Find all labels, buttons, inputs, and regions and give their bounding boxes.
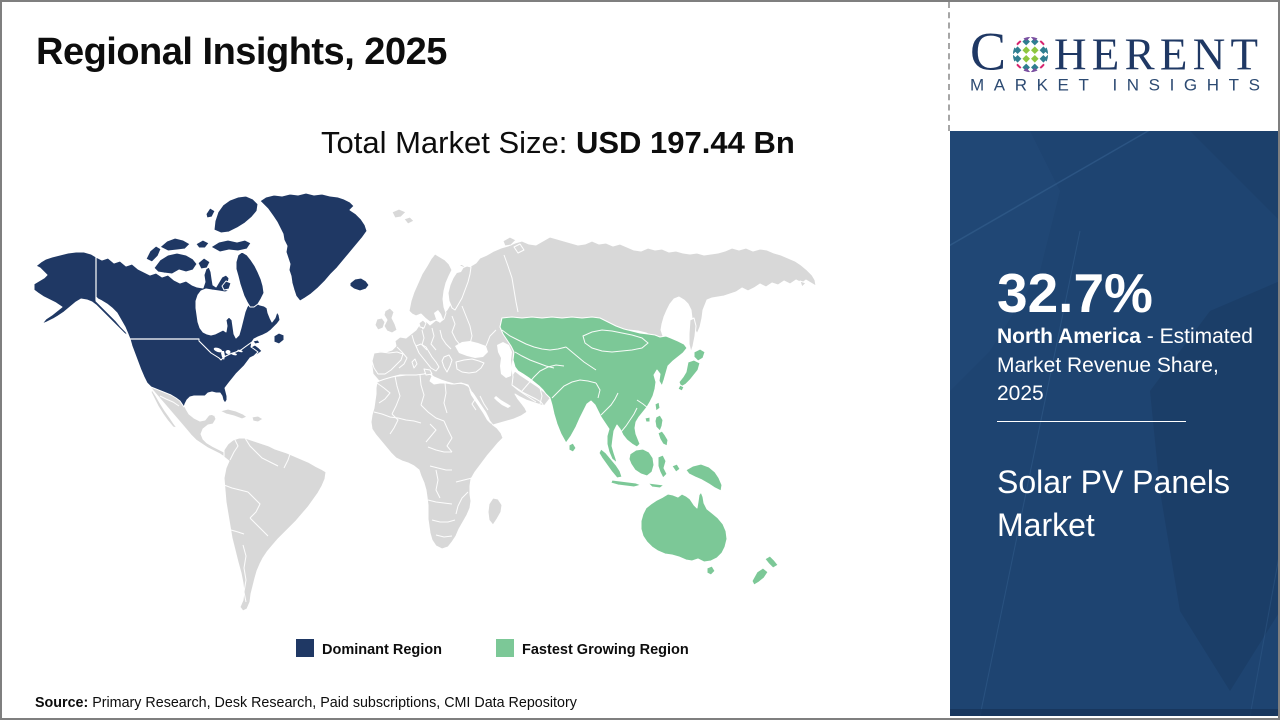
svg-text:MARKET INSIGHTS: MARKET INSIGHTS — [970, 76, 1260, 94]
svg-text:C: C — [970, 29, 1006, 82]
svg-text:HERENT: HERENT — [1054, 30, 1260, 80]
